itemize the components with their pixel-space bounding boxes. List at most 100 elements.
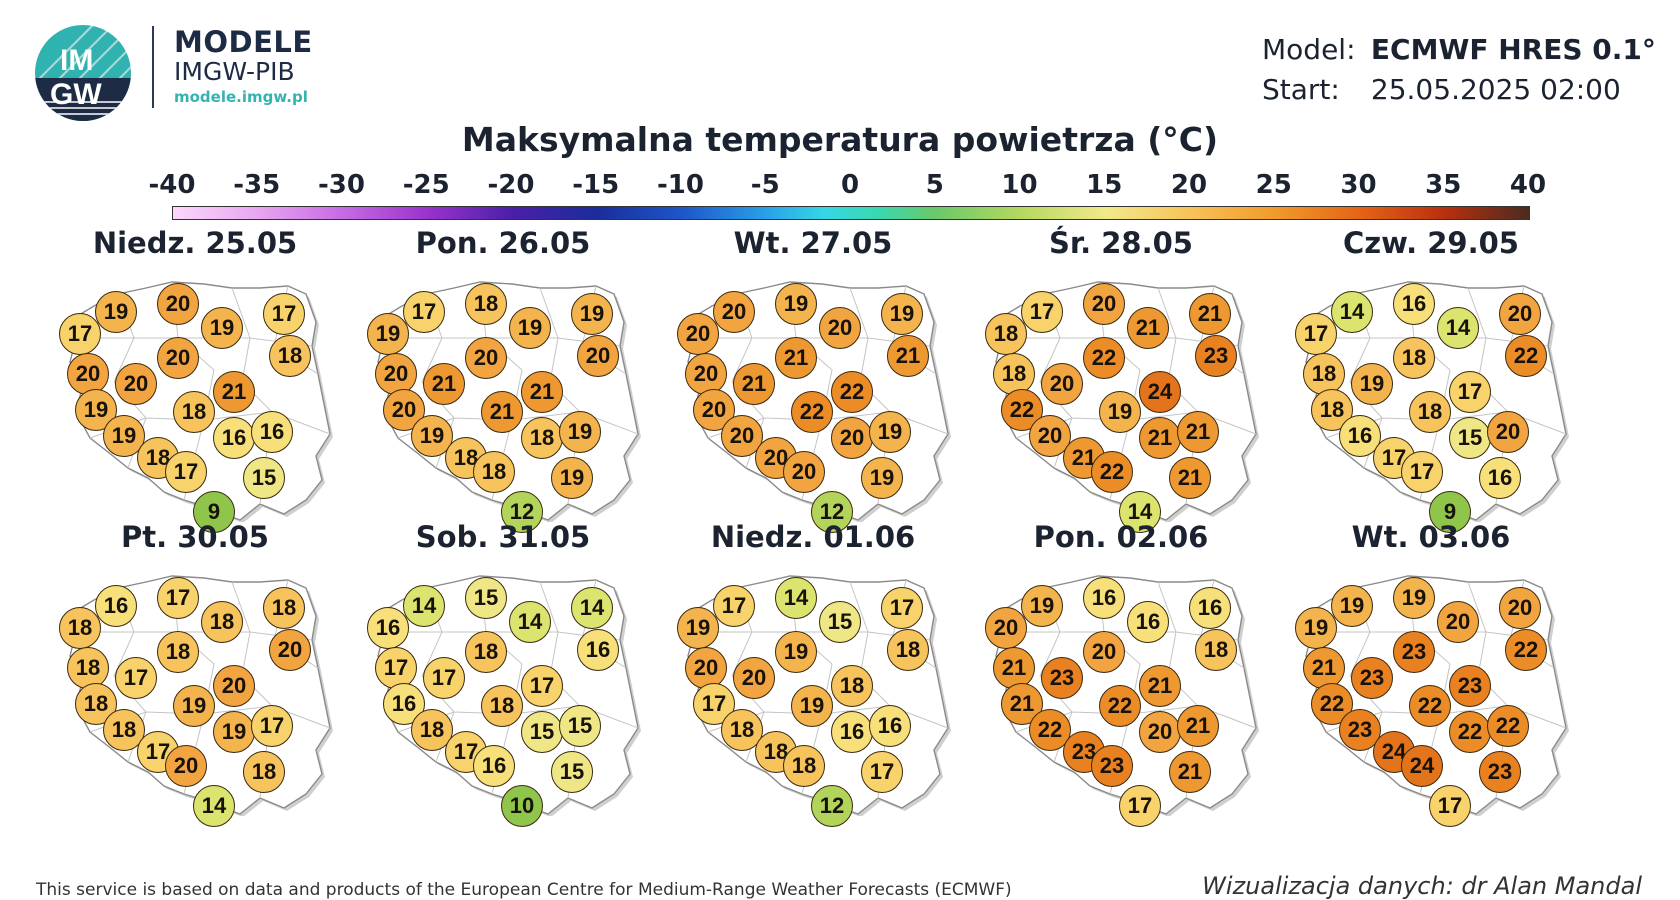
colorbar-tick-label: 25 xyxy=(1255,170,1292,200)
brand-line2: IMGW-PIB xyxy=(174,57,295,86)
temperature-marker: 23 xyxy=(1393,631,1435,673)
temperature-marker: 22 xyxy=(1505,629,1547,671)
temperature-marker: 19 xyxy=(1351,363,1393,405)
temperature-marker: 18 xyxy=(465,631,507,673)
temperature-marker: 17 xyxy=(713,585,755,627)
temperature-marker: 21 xyxy=(1303,647,1345,689)
temperature-marker: 20 xyxy=(1083,283,1125,325)
forecast-panel: Czw. 29.05 17 14 16 14 20 22 18 19 18 17 18 18 16 17 17… xyxy=(1276,226,1586,533)
temperature-marker: 17 xyxy=(115,657,157,699)
temperature-marker: 18 xyxy=(269,335,311,377)
temperature-marker: 18 xyxy=(173,391,215,433)
temperature-marker: 21 xyxy=(481,391,523,433)
temperature-marker: 17 xyxy=(375,647,417,689)
temperature-marker: 17 xyxy=(263,293,305,335)
temperature-marker: 14 xyxy=(775,577,817,619)
temperature-marker: 21 xyxy=(213,371,255,413)
temperature-marker: 20 xyxy=(1437,601,1479,643)
temperature-marker: 12 xyxy=(811,785,853,827)
brand-url[interactable]: modele.imgw.pl xyxy=(174,88,308,106)
temperature-marker: 20 xyxy=(831,417,873,459)
temperature-marker: 14 xyxy=(509,601,551,643)
temperature-marker: 19 xyxy=(1331,585,1373,627)
colorbar-tick-label: -15 xyxy=(572,170,620,200)
temperature-marker: 20 xyxy=(1499,293,1541,335)
panel-date-title: Czw. 29.05 xyxy=(1343,226,1519,260)
temperature-marker: 23 xyxy=(1091,745,1133,787)
chart-title: Maksymalna temperatura powietrza (°C) xyxy=(461,120,1219,159)
temperature-marker: 18 xyxy=(59,607,101,649)
temperature-marker: 17 xyxy=(693,683,735,725)
temperature-marker: 14 xyxy=(1119,491,1161,533)
temperature-marker: 19 xyxy=(213,711,255,753)
temperature-marker: 14 xyxy=(403,585,445,627)
temperature-marker: 17 xyxy=(157,577,199,619)
temperature-marker: 18 xyxy=(1195,629,1237,671)
temperature-marker: 20 xyxy=(677,313,719,355)
colorbar-tick-label: -10 xyxy=(657,170,704,200)
temperature-marker: 16 xyxy=(831,711,873,753)
temperature-marker: 20 xyxy=(1041,363,1083,405)
data-credit: Wizualizacja danych: dr Alan Mandal xyxy=(1202,872,1642,900)
temperature-marker: 14 xyxy=(193,785,235,827)
panel-date-title: Pon. 26.05 xyxy=(415,226,591,260)
colorbar-tick-label: 5 xyxy=(925,170,944,200)
temperature-marker: 20 xyxy=(685,353,727,395)
temperature-marker: 14 xyxy=(1437,307,1479,349)
temperature-marker: 18 xyxy=(721,709,763,751)
temperature-marker: 21 xyxy=(733,363,775,405)
panel-date-title: Wt. 03.06 xyxy=(1351,520,1511,554)
temperature-marker: 19 xyxy=(869,411,911,453)
temperature-marker: 22 xyxy=(1083,337,1125,379)
temperature-marker: 19 xyxy=(509,307,551,349)
temperature-marker: 17 xyxy=(861,751,903,793)
temperature-marker: 19 xyxy=(75,389,117,431)
temperature-marker: 17 xyxy=(1449,371,1491,413)
temperature-marker: 21 xyxy=(1169,457,1211,499)
colorbar-tick-label: -40 xyxy=(148,170,196,200)
temperature-marker: 16 xyxy=(251,411,293,453)
temperature-marker: 21 xyxy=(775,337,817,379)
source-note: This service is based on data and produc… xyxy=(36,880,1012,900)
temperature-marker: 15 xyxy=(819,601,861,643)
temperature-marker: 18 xyxy=(465,283,507,325)
temperature-marker: 20 xyxy=(685,647,727,689)
temperature-marker: 22 xyxy=(1505,335,1547,377)
temperature-marker: 15 xyxy=(465,577,507,619)
temperature-marker: 17 xyxy=(137,731,179,773)
temperature-marker: 20 xyxy=(1487,411,1529,453)
temperature-marker: 16 xyxy=(577,629,619,671)
temperature-marker: 18 xyxy=(1393,337,1435,379)
temperature-marker: 19 xyxy=(775,631,817,673)
temperature-marker: 9 xyxy=(1429,491,1471,533)
forecast-panel: Wt. 27.05 20 20 19 20 19 21 20 21 21 22 22 20 20 20 20 2… xyxy=(658,226,968,533)
temperature-marker: 23 xyxy=(1195,335,1237,377)
temperature-marker: 20 xyxy=(985,607,1027,649)
temperature-marker: 20 xyxy=(1083,631,1125,673)
temperature-marker: 18 xyxy=(473,451,515,493)
temperature-marker: 19 xyxy=(551,457,593,499)
temperature-marker: 22 xyxy=(1409,685,1451,727)
temperature-marker: 16 xyxy=(473,745,515,787)
temperature-marker: 19 xyxy=(201,307,243,349)
temperature-marker: 17 xyxy=(251,705,293,747)
temperature-marker: 20 xyxy=(67,353,109,395)
temperature-marker: 19 xyxy=(1295,607,1337,649)
temperature-marker: 20 xyxy=(115,363,157,405)
temperature-marker: 20 xyxy=(1139,711,1181,753)
temperature-marker: 10 xyxy=(501,785,543,827)
temperature-marker: 17 xyxy=(1401,451,1443,493)
temperature-marker: 19 xyxy=(791,685,833,727)
temperature-marker: 20 xyxy=(375,353,417,395)
colorbar-ticks: -40 -35 -30 -25 -20 -15 -10 -5 0 5 10 15 20 25 30 35 40 xyxy=(148,170,1554,206)
temperature-marker: 20 xyxy=(157,337,199,379)
colorbar-tick-label: -35 xyxy=(233,170,281,200)
model-value: ECMWF HRES 0.1° xyxy=(1370,33,1656,66)
temperature-marker: 21 xyxy=(1127,307,1169,349)
colorbar-tick-label: 0 xyxy=(840,170,860,200)
temperature-marker: 21 xyxy=(521,371,563,413)
temperature-marker: 21 xyxy=(1001,683,1043,725)
temperature-marker: 17 xyxy=(1295,313,1337,355)
temperature-marker: 17 xyxy=(403,291,445,333)
colorbar-tick-label: -5 xyxy=(750,170,780,200)
